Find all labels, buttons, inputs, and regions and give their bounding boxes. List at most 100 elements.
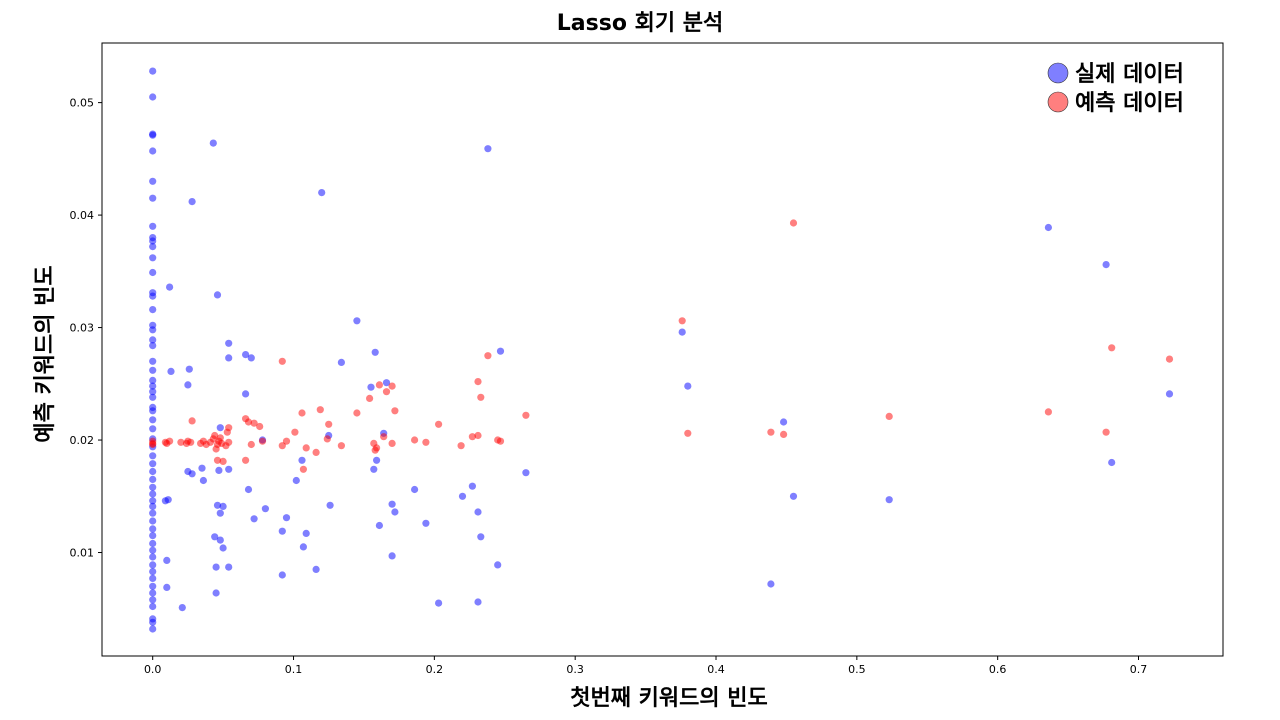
predicted-data-point xyxy=(435,420,443,428)
x-tick-label: 0.6 xyxy=(989,663,1007,676)
actual-data-point xyxy=(250,515,258,523)
actual-data-point xyxy=(225,563,233,571)
actual-data-point xyxy=(149,147,157,155)
actual-data-point xyxy=(484,145,492,153)
predicted-data-point xyxy=(373,444,381,452)
predicted-data-point xyxy=(250,419,258,427)
predicted-data-point xyxy=(678,317,686,325)
actual-data-point xyxy=(149,539,157,548)
predicted-data-point xyxy=(522,411,530,419)
legend: 실제 데이터 예측 데이터 xyxy=(1047,62,1184,116)
predicted-data-point xyxy=(325,420,333,428)
actual-data-point xyxy=(312,565,320,574)
actual-data-point xyxy=(164,496,172,504)
actual-data-point xyxy=(149,467,157,476)
predicted-data-point xyxy=(258,437,267,445)
predicted-data-point xyxy=(375,381,383,389)
predicted-data-point xyxy=(422,438,430,446)
actual-data-point xyxy=(211,533,219,541)
actual-data-point xyxy=(198,464,206,472)
actual-data-point xyxy=(149,525,157,533)
predicted-data-point xyxy=(1108,344,1116,352)
actual-data-point xyxy=(225,354,233,362)
actual-data-point xyxy=(216,536,224,544)
actual-data-point xyxy=(302,529,310,538)
predicted-data-point xyxy=(1165,355,1174,363)
actual-data-point xyxy=(468,482,476,490)
predicted-data-point xyxy=(278,357,286,365)
predicted-data-point xyxy=(316,406,324,414)
actual-data-point xyxy=(292,476,300,485)
predicted-data-point xyxy=(291,428,299,436)
predicted-data-point xyxy=(477,393,485,401)
predicted-data-point xyxy=(211,431,219,440)
actual-data-point xyxy=(367,383,375,391)
predicted-data-point xyxy=(323,435,331,443)
predicted-data-point xyxy=(278,442,286,450)
actual-data-point xyxy=(149,407,157,415)
actual-data-point xyxy=(326,501,334,509)
actual-data-point xyxy=(219,544,227,552)
actual-data-point xyxy=(522,469,530,477)
actual-data-point xyxy=(149,93,157,101)
plot-area xyxy=(101,42,1224,657)
actual-data-point xyxy=(391,508,399,516)
predicted-data-point xyxy=(388,382,396,390)
actual-data-point xyxy=(225,339,233,347)
actual-data-point xyxy=(282,514,291,522)
actual-data-point xyxy=(789,492,798,500)
actual-data-point xyxy=(149,416,157,424)
actual-data-point xyxy=(149,553,157,561)
predicted-data-point xyxy=(225,438,233,446)
actual-data-point xyxy=(149,490,157,498)
actual-data-point xyxy=(767,580,775,588)
y-tick-label: 0.04 xyxy=(70,209,95,222)
actual-data-point xyxy=(678,328,686,336)
x-tick-label: 0.5 xyxy=(848,663,866,676)
actual-data-point xyxy=(885,496,893,504)
actual-data-point xyxy=(213,501,222,509)
actual-data-point xyxy=(149,336,157,344)
actual-data-point xyxy=(242,351,250,359)
actual-data-point xyxy=(1165,390,1174,398)
predicted-data-point xyxy=(299,465,307,473)
actual-data-point xyxy=(474,598,482,606)
actual-data-point xyxy=(215,466,223,474)
actual-data-point xyxy=(149,382,157,390)
actual-data-point xyxy=(1102,261,1110,269)
actual-data-point xyxy=(149,589,157,597)
actual-data-point xyxy=(149,388,157,396)
actual-data-point xyxy=(149,342,157,350)
predicted-data-point xyxy=(312,448,320,456)
actual-data-point xyxy=(149,532,157,540)
predicted-data-point xyxy=(474,431,482,440)
actual-data-point xyxy=(149,366,157,374)
actual-data-point xyxy=(242,390,250,398)
legend-marker-predicted xyxy=(1047,91,1069,113)
actual-data-point xyxy=(178,604,186,612)
predicted-data-point xyxy=(166,437,174,445)
predicted-data-point xyxy=(684,429,692,437)
actual-data-point xyxy=(149,376,157,384)
predicted-data-point xyxy=(382,388,391,396)
x-tick-label: 0.1 xyxy=(285,663,303,676)
actual-data-point xyxy=(149,502,157,510)
actual-data-point xyxy=(494,561,502,569)
actual-data-point xyxy=(375,521,383,530)
y-tick-label: 0.03 xyxy=(70,322,95,335)
actual-data-point xyxy=(209,139,217,147)
actual-data-point xyxy=(149,254,157,262)
predicted-data-point xyxy=(225,424,233,432)
actual-data-point xyxy=(337,358,345,366)
predicted-data-point xyxy=(188,417,196,425)
actual-data-point xyxy=(149,602,157,611)
actual-data-point xyxy=(1044,223,1052,232)
predicted-data-point xyxy=(388,439,396,447)
actual-data-point xyxy=(371,348,379,356)
actual-data-point xyxy=(1108,458,1116,467)
actual-data-point xyxy=(213,291,222,299)
predicted-data-point xyxy=(380,433,388,441)
actual-data-point xyxy=(684,382,692,390)
actual-data-point xyxy=(149,237,157,245)
